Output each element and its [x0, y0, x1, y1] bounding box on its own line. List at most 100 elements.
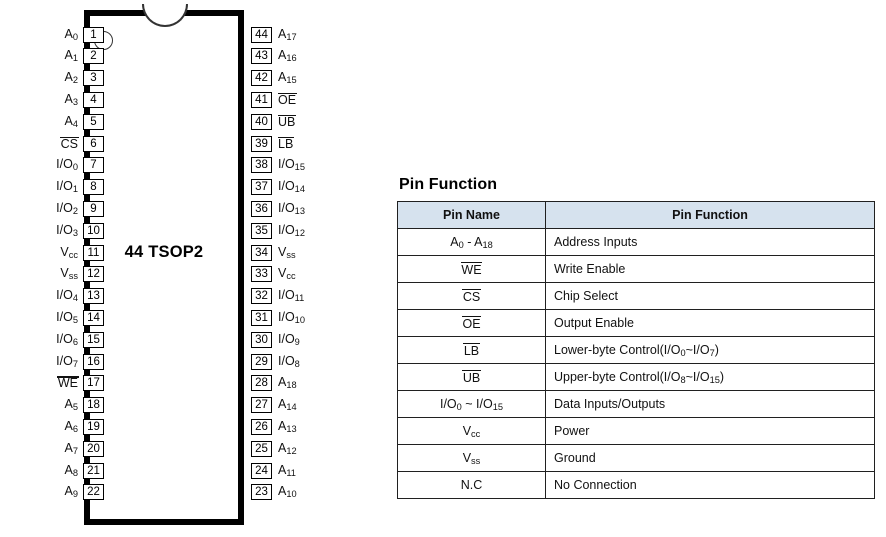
pin-row: A4 5 [0, 113, 104, 130]
pin-row: WE 17 [0, 375, 104, 392]
table-row: LB Lower-byte Control(I/O0~I/O7) [397, 336, 875, 364]
pin-number-box: 37 [251, 179, 272, 196]
pin-name-label: I/O3 [56, 222, 78, 238]
pin-function-table: Pin Name Pin Function A0 - A18 Address In… [397, 201, 875, 499]
cell-pin-name: Vcc [397, 417, 546, 445]
cell-pin-name: I/O0 ~ I/O15 [397, 390, 546, 418]
pin-number-box: 20 [83, 440, 104, 457]
pin-name-label: Vcc [60, 244, 78, 260]
pin-name-label: Vss [60, 266, 78, 282]
pin-row: Vcc 11 [0, 244, 104, 261]
pin-name-label: A16 [278, 48, 297, 64]
pin-row: I/O7 16 [0, 353, 104, 370]
pin-row: 30 I/O9 [251, 331, 361, 348]
cell-pin-name: UB [397, 363, 546, 391]
pin-name-label: I/O13 [278, 200, 305, 216]
pin-row: I/O6 15 [0, 331, 104, 348]
chip-body-outline [84, 10, 244, 525]
pin-number-box: 27 [251, 397, 272, 414]
pin-number-box: 11 [83, 244, 104, 261]
pin-number-box: 23 [251, 484, 272, 501]
pin-name-label: I/O4 [56, 288, 78, 304]
pin-name-label: A13 [278, 418, 297, 434]
pin-name-label: I/O0 [56, 157, 78, 173]
pin-row: 36 I/O13 [251, 200, 361, 217]
table-row: Vss Ground [397, 444, 875, 472]
cell-pin-function: Upper-byte Control(I/O8~I/O15) [545, 363, 875, 391]
pin-number-box: 34 [251, 244, 272, 261]
pin-number-box: 35 [251, 222, 272, 239]
pin-number-box: 13 [83, 288, 104, 305]
pin-number-box: 31 [251, 309, 272, 326]
cell-pin-function: Chip Select [545, 282, 875, 310]
pin-name-label: A1 [64, 48, 79, 64]
pin-row: I/O2 9 [0, 200, 104, 217]
pin-row: 26 A13 [251, 418, 361, 435]
pin-name-label: I/O14 [278, 179, 305, 195]
cell-pin-name: OE [397, 309, 546, 337]
pin-number-box: 5 [83, 113, 104, 130]
pin-number-box: 42 [251, 70, 272, 87]
pin-number-box: 18 [83, 397, 104, 414]
cell-pin-function: No Connection [545, 471, 875, 499]
pin-name-label: A3 [64, 91, 79, 107]
pin-number-box: 2 [83, 48, 104, 65]
pin-row: Vss 12 [0, 266, 104, 283]
pin-name-label: I/O6 [56, 331, 78, 347]
pin-name-label: A5 [64, 397, 79, 413]
pin-row: A1 2 [0, 48, 104, 65]
package-pinout-diagram: 44 TSOP2 A0 1 A1 2 A2 3 A3 4 A4 5 CS 6 I/O0 7 I/O1 8 I/O… [0, 0, 370, 537]
table-row: UB Upper-byte Control(I/O8~I/O15) [397, 363, 875, 391]
cell-pin-function: Write Enable [545, 255, 875, 283]
table-header-row: Pin Name Pin Function [397, 201, 875, 229]
pin-number-box: 44 [251, 26, 272, 43]
pin-row: A9 22 [0, 484, 104, 501]
pin-row: 25 A12 [251, 440, 361, 457]
pin-name-label: UB [277, 114, 297, 129]
pin-row: A2 3 [0, 70, 104, 87]
pin-number-box: 41 [251, 91, 272, 108]
column-header-pin-name: Pin Name [397, 201, 546, 229]
pin-name-label: A18 [278, 375, 297, 391]
pin-row: I/O1 8 [0, 179, 104, 196]
pin-number-box: 30 [251, 331, 272, 348]
pin-name-label: A17 [278, 26, 297, 42]
pin-name-label: I/O9 [278, 331, 300, 347]
table-row: N.C No Connection [397, 471, 875, 499]
pin-number-box: 40 [251, 113, 272, 130]
pin-row: I/O3 10 [0, 222, 104, 239]
pin-row: A3 4 [0, 91, 104, 108]
pin-number-box: 38 [251, 157, 272, 174]
pin-row: 34 Vss [251, 244, 361, 261]
pin-number-box: 14 [83, 309, 104, 326]
pin-number-box: 10 [83, 222, 104, 239]
pin-row: I/O5 14 [0, 309, 104, 326]
pin-number-box: 43 [251, 48, 272, 65]
pin-name-label: A9 [64, 484, 79, 500]
pin-name-label: I/O12 [278, 222, 305, 238]
pin-name-label: A10 [278, 484, 297, 500]
pin-number-box: 12 [83, 266, 104, 283]
pin-row: 27 A14 [251, 397, 361, 414]
pin-number-box: 1 [83, 26, 104, 43]
pin-name-label: A4 [64, 113, 79, 129]
cell-pin-name: CS [397, 282, 546, 310]
cell-pin-function: Lower-byte Control(I/O0~I/O7) [545, 336, 875, 364]
pin-function-section: Pin Function Pin Name Pin Function A0 - … [397, 176, 875, 499]
pin-name-label: A0 [64, 26, 79, 42]
cell-pin-name: LB [397, 336, 546, 364]
pin-row: A5 18 [0, 397, 104, 414]
pin-row: 28 A18 [251, 375, 361, 392]
cell-pin-function: Output Enable [545, 309, 875, 337]
pin-name-label: Vcc [278, 266, 296, 282]
pin-name-label: A8 [64, 462, 79, 478]
pin-number-box: 36 [251, 200, 272, 217]
pin-number-box: 39 [251, 135, 272, 152]
pin-name-label: I/O1 [56, 179, 78, 195]
pin-row: A6 19 [0, 418, 104, 435]
pin-row: 44 A17 [251, 26, 361, 43]
pin-row: A8 21 [0, 462, 104, 479]
chip-part-label: 44 TSOP2 [124, 243, 204, 261]
pin-name-label: I/O7 [56, 353, 78, 369]
pin-row: 32 I/O11 [251, 288, 361, 305]
